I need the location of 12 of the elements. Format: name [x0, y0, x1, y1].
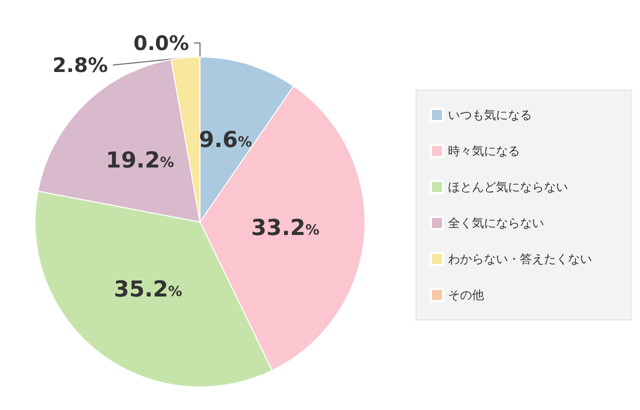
legend-label: わからない・答えたくない	[448, 252, 592, 266]
legend-label: ほとんど気にならない	[448, 180, 568, 194]
data-label: 2.8%	[52, 53, 108, 77]
legend-label: いつも気になる	[448, 108, 532, 122]
text: 0.0%	[134, 31, 189, 55]
data-label: 35.2%	[114, 277, 182, 302]
legend-label: 時々気になる	[448, 144, 520, 158]
data-label: 9.6%	[198, 128, 252, 153]
legend-label: 全く気にならない	[448, 216, 544, 230]
data-label: 33.2%	[251, 216, 320, 241]
legend-label: その他	[448, 288, 484, 302]
data-label: 19.2%	[106, 148, 174, 174]
